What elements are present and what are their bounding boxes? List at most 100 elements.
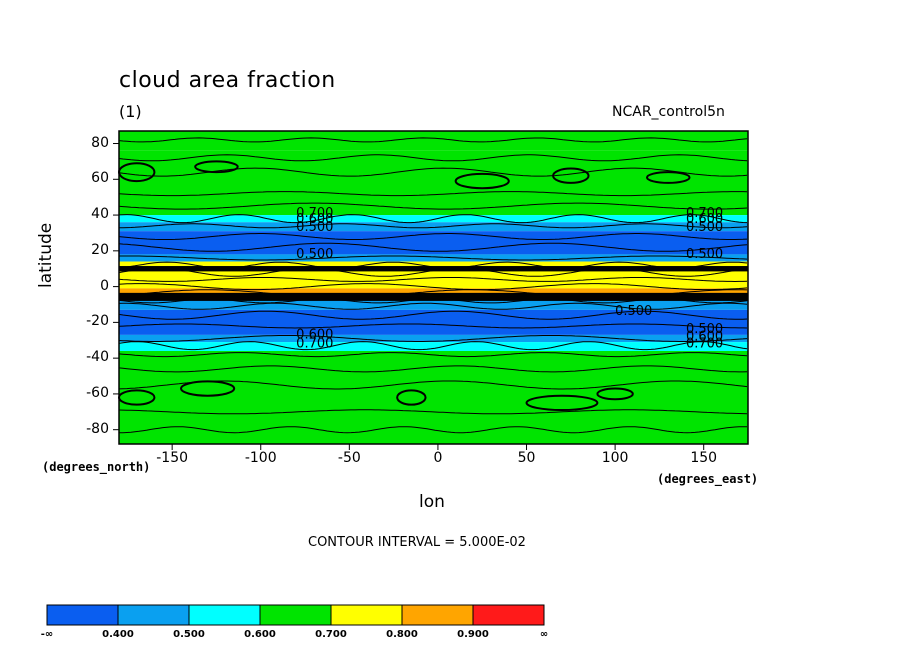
contour-line bbox=[118, 261, 748, 269]
contour-label: 0.600 bbox=[686, 329, 723, 344]
cloud-patch bbox=[118, 162, 156, 183]
contour-line bbox=[118, 267, 748, 277]
cloud-patch bbox=[525, 394, 599, 412]
contour-line bbox=[118, 365, 748, 373]
contour-label: 0.700 bbox=[296, 206, 333, 221]
contour-label: 0.500 bbox=[686, 220, 723, 235]
contour-line bbox=[118, 335, 748, 342]
contour-line bbox=[118, 214, 748, 224]
zonal-band bbox=[119, 309, 748, 335]
y-axis-label: latitude bbox=[36, 222, 56, 288]
contour-label: 0.500 bbox=[615, 304, 652, 319]
equatorial-contour-cluster bbox=[119, 292, 748, 301]
colorbar-swatch bbox=[188, 604, 261, 626]
zonal-band bbox=[119, 254, 748, 262]
contour-line bbox=[118, 283, 748, 291]
colorbar-label: 0.700 bbox=[315, 629, 347, 640]
y-tick-label: -80 bbox=[86, 420, 109, 437]
contour-line bbox=[118, 323, 748, 329]
contour-line bbox=[118, 298, 748, 304]
contour-label: 0.700 bbox=[686, 206, 723, 221]
contour-line bbox=[118, 154, 748, 162]
contour-line bbox=[118, 289, 748, 299]
zonal-band bbox=[119, 334, 748, 343]
chart-title: cloud area fraction bbox=[119, 68, 336, 93]
cloud-patch bbox=[180, 380, 236, 397]
contour-line bbox=[118, 277, 748, 283]
contour-line bbox=[119, 426, 748, 434]
colorbar-label: 0.600 bbox=[244, 629, 276, 640]
cloud-patch bbox=[118, 389, 156, 406]
contour-label: 0.500 bbox=[296, 247, 333, 262]
cloud-patch bbox=[396, 389, 427, 406]
x-tick-label: 0 bbox=[433, 450, 443, 466]
y-tick-label: 20 bbox=[91, 241, 109, 258]
cloud-patch bbox=[596, 387, 634, 401]
chart-subtitle: (1) bbox=[119, 102, 142, 121]
colorbar-label: 0.900 bbox=[457, 629, 489, 640]
contour-line bbox=[118, 380, 748, 390]
dataset-label: NCAR_control5n bbox=[612, 104, 725, 120]
colorbar-swatch bbox=[401, 604, 474, 626]
x-tick-label: 50 bbox=[517, 450, 536, 466]
contour-line bbox=[118, 352, 748, 358]
colorbar-label: 0.500 bbox=[173, 629, 205, 640]
contour-label: 0.700 bbox=[686, 336, 723, 351]
y-tick-label: -60 bbox=[86, 384, 109, 401]
contour-line bbox=[118, 223, 748, 229]
zonal-band bbox=[119, 342, 748, 351]
y-tick-label: 40 bbox=[91, 206, 109, 223]
x-axis-label: lon bbox=[419, 492, 445, 512]
contour-label: 0.500 bbox=[296, 220, 333, 235]
contour-label: 0.600 bbox=[296, 327, 333, 342]
contour-label: 0.500 bbox=[686, 322, 723, 337]
contour-label: 0.500 bbox=[686, 247, 723, 262]
contour-line bbox=[118, 341, 748, 351]
contour-label: 0.600 bbox=[296, 212, 333, 227]
contour-line bbox=[118, 242, 748, 252]
y-tick-label: 0 bbox=[100, 277, 109, 294]
contour-line bbox=[118, 409, 748, 415]
contour-line bbox=[118, 191, 748, 197]
contour-interval: CONTOUR INTERVAL = 5.000E-02 bbox=[308, 535, 526, 550]
x-tick-label: -50 bbox=[337, 450, 361, 466]
y-units: (degrees_north) bbox=[42, 460, 151, 474]
contour-line bbox=[118, 137, 748, 143]
equatorial-contour-cluster bbox=[119, 266, 748, 272]
colorbar-label: 0.400 bbox=[102, 629, 134, 640]
colorbar-swatch bbox=[259, 604, 332, 626]
cloud-patch bbox=[194, 160, 239, 174]
plot-frame bbox=[118, 130, 749, 445]
y-tick-label: 80 bbox=[91, 134, 109, 151]
x-units: (degrees_east) bbox=[657, 472, 759, 486]
contour-line bbox=[118, 310, 748, 320]
zonal-band bbox=[119, 299, 748, 310]
zonal-band bbox=[119, 231, 748, 255]
colorbar-label: -∞ bbox=[40, 629, 54, 640]
zonal-band bbox=[119, 222, 748, 232]
x-tick-label: 100 bbox=[601, 450, 629, 466]
contour-label: 0.600 bbox=[686, 212, 723, 227]
colorbar-swatch bbox=[117, 604, 190, 626]
y-tick-label: -20 bbox=[86, 313, 109, 330]
cloud-patch bbox=[646, 171, 691, 184]
y-tick-label: -40 bbox=[86, 349, 109, 366]
x-tick-label: -100 bbox=[244, 450, 277, 466]
y-tick-label: 60 bbox=[91, 170, 109, 187]
colorbar-swatch bbox=[46, 604, 119, 626]
contour-line bbox=[118, 202, 748, 210]
x-tick-label: 150 bbox=[690, 450, 718, 466]
zonal-band bbox=[119, 215, 748, 223]
colorbar-swatch bbox=[472, 604, 545, 626]
colorbar-swatch bbox=[330, 604, 403, 626]
cloud-patch bbox=[454, 172, 510, 190]
contour-label: 0.700 bbox=[296, 336, 333, 351]
contour-line bbox=[118, 233, 748, 240]
zonal-band bbox=[119, 131, 748, 151]
colorbar-label: ∞ bbox=[539, 629, 549, 640]
colorbar-label: 0.800 bbox=[386, 629, 418, 640]
contour-line bbox=[119, 255, 748, 261]
contour-line bbox=[118, 167, 748, 177]
x-tick-label: -150 bbox=[156, 450, 189, 466]
